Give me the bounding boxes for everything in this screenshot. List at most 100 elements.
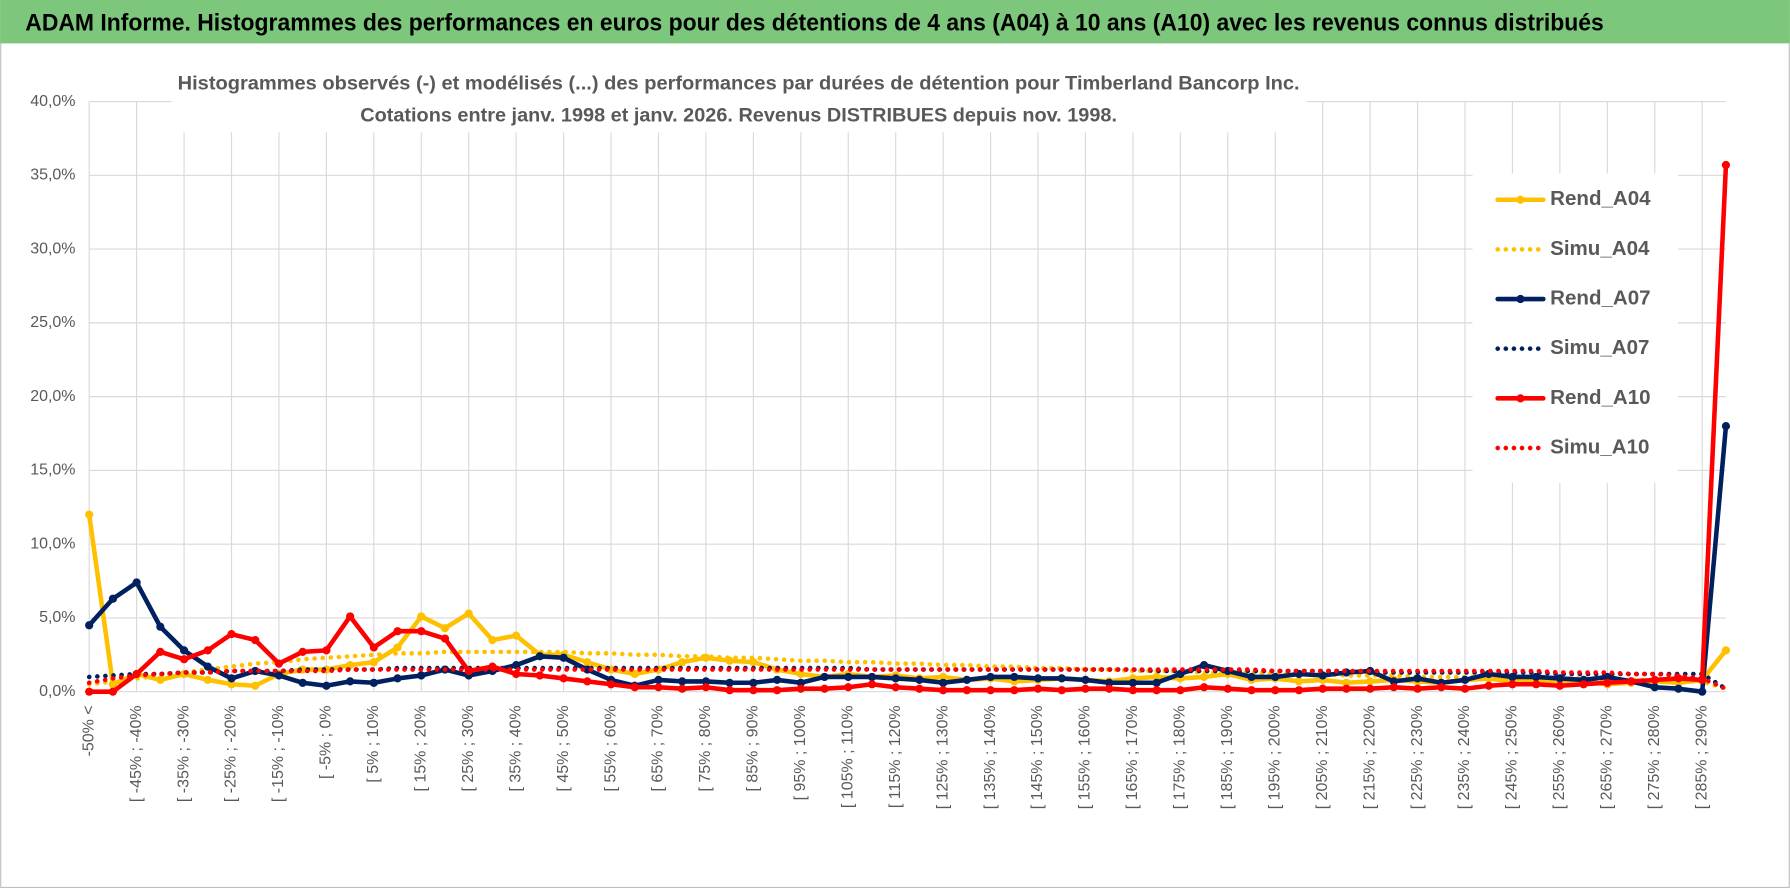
point-marker <box>251 681 260 690</box>
point-marker <box>678 684 687 693</box>
x-tick-label: [ 175% ; 180% <box>1172 705 1189 809</box>
point-marker <box>915 675 924 684</box>
point-marker <box>274 659 284 668</box>
x-tick-label: [ 35% ; 40% <box>507 705 524 791</box>
x-tick-label: [ 185% ; 190% <box>1219 705 1236 809</box>
point-marker <box>749 686 758 695</box>
point-marker <box>203 675 212 684</box>
point-marker <box>1366 684 1375 693</box>
point-marker <box>796 678 805 687</box>
point-marker <box>559 674 568 683</box>
point-marker <box>440 624 450 633</box>
header-band <box>0 0 1790 44</box>
point-marker <box>772 686 782 695</box>
point-marker <box>156 622 165 631</box>
point-marker <box>251 666 260 676</box>
point-marker <box>1626 677 1636 686</box>
point-marker <box>891 674 900 683</box>
legend-label: Rend_A10 <box>1550 386 1650 409</box>
point-marker <box>346 661 355 670</box>
x-tick-label: [ 265% ; 270% <box>1599 705 1616 809</box>
point-marker <box>630 683 639 692</box>
point-marker <box>346 612 355 621</box>
point-marker <box>654 675 663 684</box>
x-tick-label: [ 105% ; 110% <box>839 705 856 808</box>
point-marker <box>1010 672 1019 682</box>
point-marker <box>512 669 521 679</box>
x-tick-label: [ 135% ; 140% <box>982 705 999 809</box>
point-marker <box>891 683 900 692</box>
point-marker <box>1650 675 1659 684</box>
point-marker <box>915 684 924 693</box>
x-tick-label: [ 145% ; 150% <box>1029 705 1046 809</box>
point-marker <box>654 683 663 692</box>
point-marker <box>346 677 355 686</box>
point-marker <box>227 680 236 689</box>
point-marker <box>1199 661 1209 670</box>
point-marker <box>108 687 118 696</box>
y-tick-label: 25,0% <box>30 314 75 331</box>
point-marker <box>369 643 378 652</box>
x-tick-label: [ -5% ; 0% <box>318 705 335 779</box>
point-marker <box>322 646 331 655</box>
x-tick-label: [ -45% ; -40% <box>128 705 145 802</box>
point-marker <box>1342 684 1351 693</box>
point-marker <box>1010 686 1019 695</box>
x-tick-label: [ 75% ; 80% <box>697 705 714 791</box>
x-tick-label: [ 125% ; 130% <box>934 705 951 809</box>
x-tick-label: [ 255% ; 260% <box>1551 705 1568 809</box>
x-tick-label: [ 55% ; 60% <box>602 705 619 791</box>
y-tick-label: 15,0% <box>30 462 75 479</box>
point-marker <box>820 684 829 693</box>
point-marker <box>1721 646 1731 655</box>
point-marker <box>939 678 948 687</box>
point-marker <box>1342 678 1351 687</box>
point-marker <box>606 680 616 689</box>
x-tick-label: [ 235% ; 240% <box>1456 705 1473 809</box>
point-marker <box>725 686 734 695</box>
point-marker <box>844 683 853 692</box>
point-marker <box>203 662 212 671</box>
x-tick-label: [ 25% ; 30% <box>460 705 477 791</box>
legend-label: Rend_A07 <box>1550 286 1650 309</box>
point-marker <box>1389 683 1398 692</box>
point-marker <box>1318 671 1327 680</box>
point-marker <box>1555 674 1564 683</box>
point-marker <box>322 681 331 690</box>
point-marker <box>1199 683 1209 692</box>
point-marker <box>1271 686 1280 695</box>
point-marker <box>1081 684 1090 693</box>
x-tick-label: [ 205% ; 210% <box>1314 705 1331 809</box>
point-marker <box>85 510 94 519</box>
legend-label: Simu_A10 <box>1550 435 1649 458</box>
point-marker <box>393 674 402 683</box>
point-marker <box>1105 684 1114 693</box>
point-marker <box>1176 686 1185 695</box>
x-tick-label: [ -25% ; -20% <box>223 705 240 802</box>
point-marker <box>274 671 284 680</box>
y-tick-label: 0,0% <box>39 683 75 700</box>
point-marker <box>772 675 782 684</box>
point-marker <box>1460 675 1470 684</box>
point-marker <box>179 646 189 655</box>
point-marker <box>749 658 758 667</box>
point-marker <box>1152 672 1161 682</box>
point-marker <box>725 678 734 687</box>
point-marker <box>867 680 877 689</box>
point-marker <box>1674 684 1683 693</box>
legend-marker <box>1516 394 1525 403</box>
point-marker <box>203 646 212 655</box>
point-marker <box>1413 684 1422 693</box>
point-marker <box>1460 684 1470 693</box>
x-tick-label: [ 15% ; 20% <box>412 705 429 791</box>
point-marker <box>1105 678 1114 687</box>
point-marker <box>227 674 236 683</box>
observed-line <box>86 162 1729 694</box>
point-marker <box>583 658 592 667</box>
point-marker <box>939 672 948 682</box>
legend-marker <box>1516 294 1525 304</box>
point-marker <box>1223 684 1232 693</box>
point-marker <box>559 653 568 662</box>
point-marker <box>369 658 378 667</box>
point-marker <box>1603 678 1612 687</box>
